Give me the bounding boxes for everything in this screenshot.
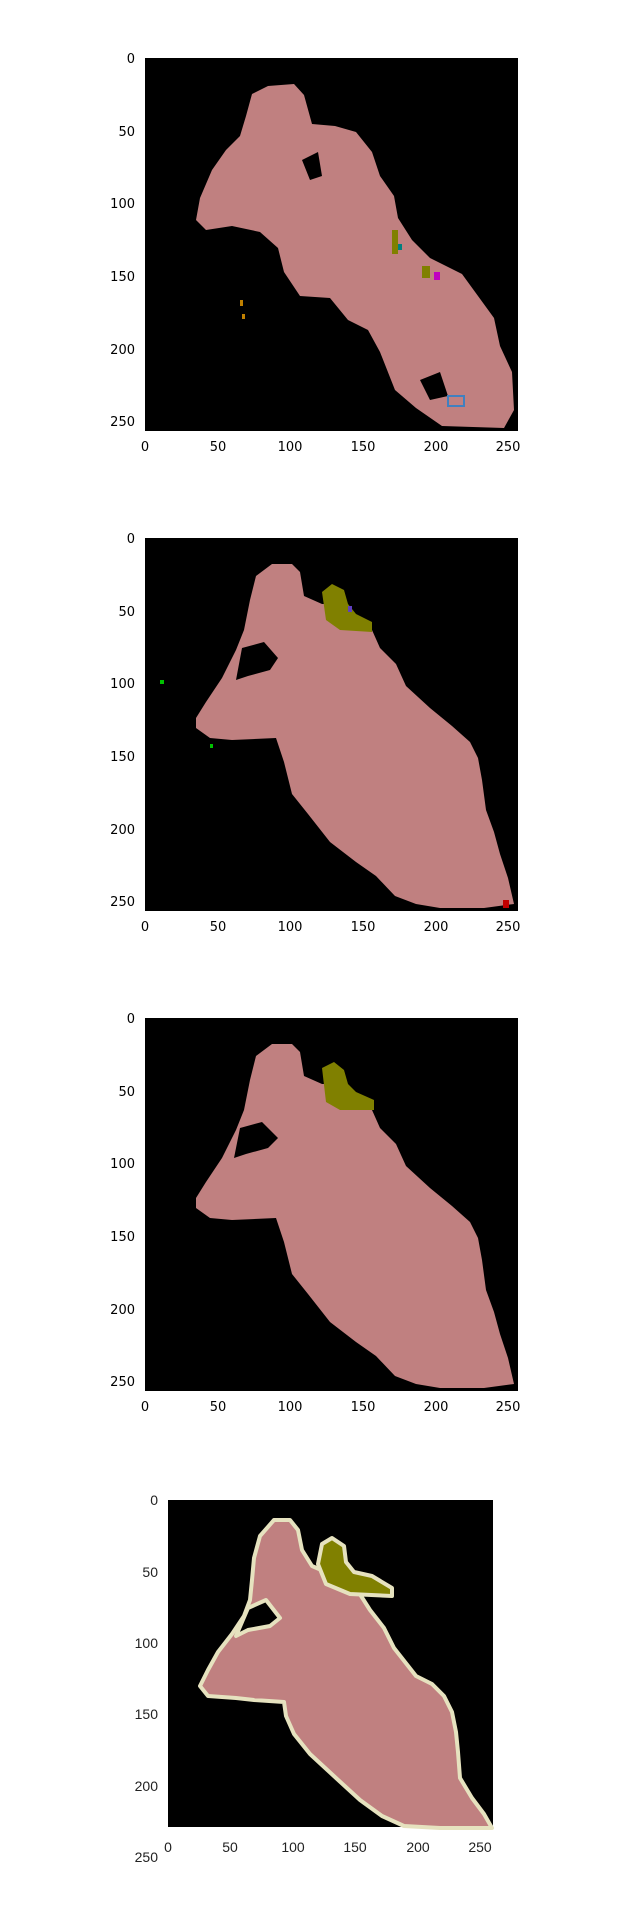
- svg-text:150: 150: [135, 1706, 159, 1722]
- svg-text:50: 50: [118, 605, 135, 620]
- svg-text:100: 100: [278, 920, 303, 935]
- svg-text:200: 200: [424, 920, 449, 935]
- svg-text:100: 100: [278, 440, 303, 455]
- panel-3-y-ticks: 0 50 100 150 200 250: [110, 1012, 135, 1390]
- svg-text:100: 100: [110, 677, 135, 692]
- svg-text:250: 250: [110, 415, 135, 430]
- panel-2-x-ticks: 0 50 100 150 200 250: [141, 920, 521, 935]
- panel-2-axes: 0 50 100 150 200 250 0 50 100 150 200 25…: [110, 532, 521, 935]
- svg-text:0: 0: [150, 1492, 158, 1508]
- svg-text:150: 150: [351, 440, 376, 455]
- svg-text:200: 200: [110, 343, 135, 358]
- person-mask: [196, 564, 514, 908]
- svg-text:100: 100: [278, 1400, 303, 1415]
- svg-text:200: 200: [110, 823, 135, 838]
- svg-text:200: 200: [110, 1303, 135, 1318]
- svg-text:0: 0: [127, 532, 135, 547]
- svg-text:200: 200: [424, 1400, 449, 1415]
- hair-mask: [322, 584, 372, 632]
- svg-text:0: 0: [127, 52, 135, 67]
- panel-1-y-ticks: 0 50 100 150 200 250: [110, 52, 135, 430]
- panel-1: 0 50 100 150 200 250 0 50 100 150 200 25…: [0, 0, 640, 480]
- svg-text:50: 50: [118, 125, 135, 140]
- person-mask: [196, 84, 514, 428]
- svg-text:50: 50: [210, 440, 227, 455]
- svg-text:150: 150: [110, 1230, 135, 1245]
- person-mask: [196, 1044, 514, 1388]
- svg-text:250: 250: [110, 1375, 135, 1390]
- svg-text:50: 50: [222, 1839, 238, 1855]
- svg-text:100: 100: [110, 1157, 135, 1172]
- svg-text:0: 0: [141, 440, 149, 455]
- svg-text:0: 0: [141, 1400, 149, 1415]
- svg-text:0: 0: [164, 1839, 172, 1855]
- svg-text:250: 250: [135, 1849, 159, 1865]
- svg-text:0: 0: [141, 920, 149, 935]
- panel-3-axes: 0 50 100 150 200 250 0 50 100 150 200 25…: [110, 1012, 521, 1415]
- svg-text:250: 250: [496, 440, 521, 455]
- svg-text:150: 150: [343, 1839, 367, 1855]
- svg-text:250: 250: [496, 920, 521, 935]
- panel-1-axes: 0 50 100 150 200 250 0 50 100 150 200 25…: [110, 52, 521, 455]
- panel-3-x-ticks: 0 50 100 150 200 250: [141, 1400, 521, 1415]
- svg-text:250: 250: [110, 895, 135, 910]
- panel-4-axes: 0 50 100 150 200 250 0 50 100 150 200 25…: [135, 1492, 494, 1865]
- svg-text:150: 150: [110, 750, 135, 765]
- svg-text:200: 200: [406, 1839, 430, 1855]
- svg-text:250: 250: [468, 1839, 492, 1855]
- svg-text:200: 200: [424, 440, 449, 455]
- panel-3: 0 50 100 150 200 250 0 50 100 150 200 25…: [0, 960, 640, 1440]
- svg-text:50: 50: [210, 920, 227, 935]
- svg-text:250: 250: [496, 1400, 521, 1415]
- svg-text:100: 100: [135, 1635, 159, 1651]
- panel-1-x-ticks: 0 50 100 150 200 250: [141, 440, 521, 455]
- svg-text:150: 150: [110, 270, 135, 285]
- svg-text:100: 100: [281, 1839, 305, 1855]
- hair-mask: [322, 1062, 374, 1110]
- panel-4-x-ticks: 0 50 100 150 200 250: [164, 1839, 492, 1855]
- panel-4-y-ticks: 0 50 100 150 200 250: [135, 1492, 159, 1865]
- svg-text:0: 0: [127, 1012, 135, 1027]
- svg-text:100: 100: [110, 197, 135, 212]
- svg-text:50: 50: [118, 1085, 135, 1100]
- svg-text:200: 200: [135, 1778, 159, 1794]
- hair-mask: [316, 1536, 394, 1598]
- svg-text:150: 150: [351, 920, 376, 935]
- svg-text:150: 150: [351, 1400, 376, 1415]
- svg-text:50: 50: [210, 1400, 227, 1415]
- panel-4: 0 50 100 150 200 250 0 50 100 150 200 25…: [0, 1440, 640, 1920]
- svg-text:50: 50: [142, 1564, 158, 1580]
- panel-2-y-ticks: 0 50 100 150 200 250: [110, 532, 135, 910]
- panel-2: 0 50 100 150 200 250 0 50 100 150 200 25…: [0, 480, 640, 960]
